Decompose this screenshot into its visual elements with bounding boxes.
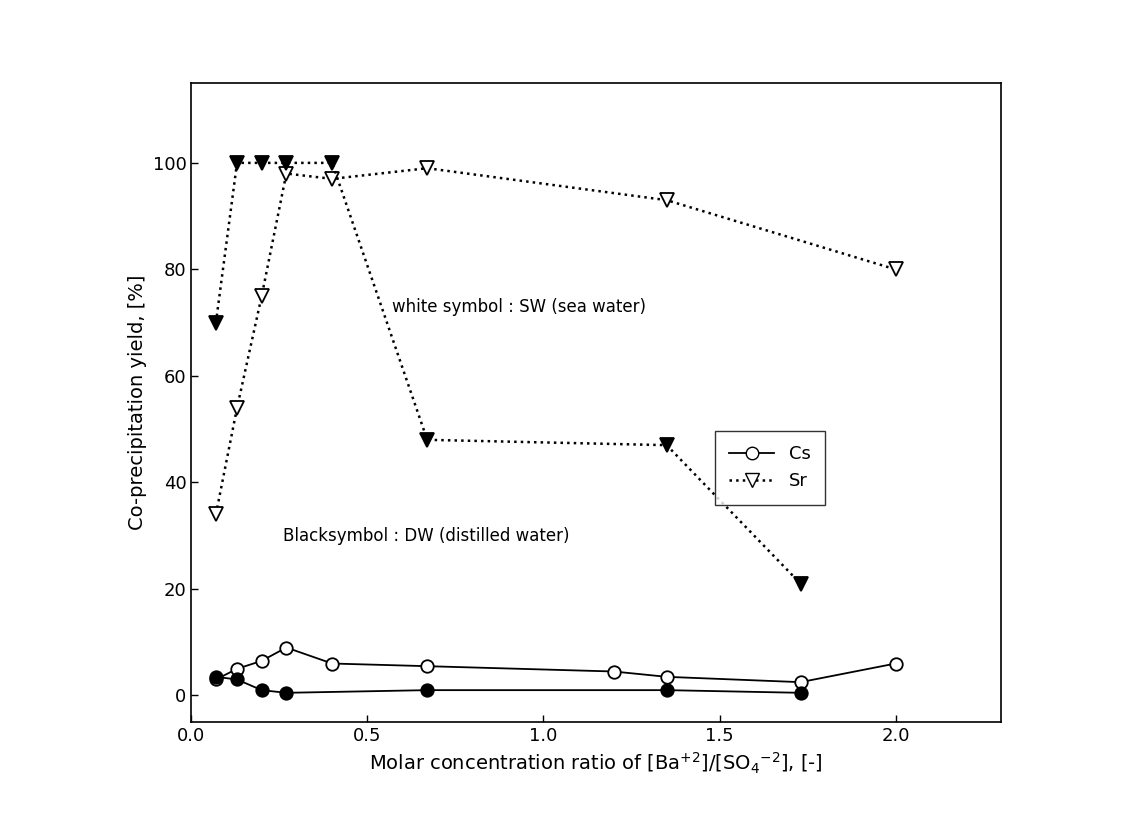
Text: Blacksymbol : DW (distilled water): Blacksymbol : DW (distilled water) xyxy=(282,527,569,545)
Y-axis label: Co-precipitation yield, [%]: Co-precipitation yield, [%] xyxy=(128,275,147,530)
Text: white symbol : SW (sea water): white symbol : SW (sea water) xyxy=(392,298,646,316)
Legend: Cs, Sr: Cs, Sr xyxy=(714,431,825,505)
X-axis label: Molar concentration ratio of [Ba$^{+2}$]/[SO$_{4}$$^{-2}$], [-]: Molar concentration ratio of [Ba$^{+2}$]… xyxy=(369,750,824,776)
